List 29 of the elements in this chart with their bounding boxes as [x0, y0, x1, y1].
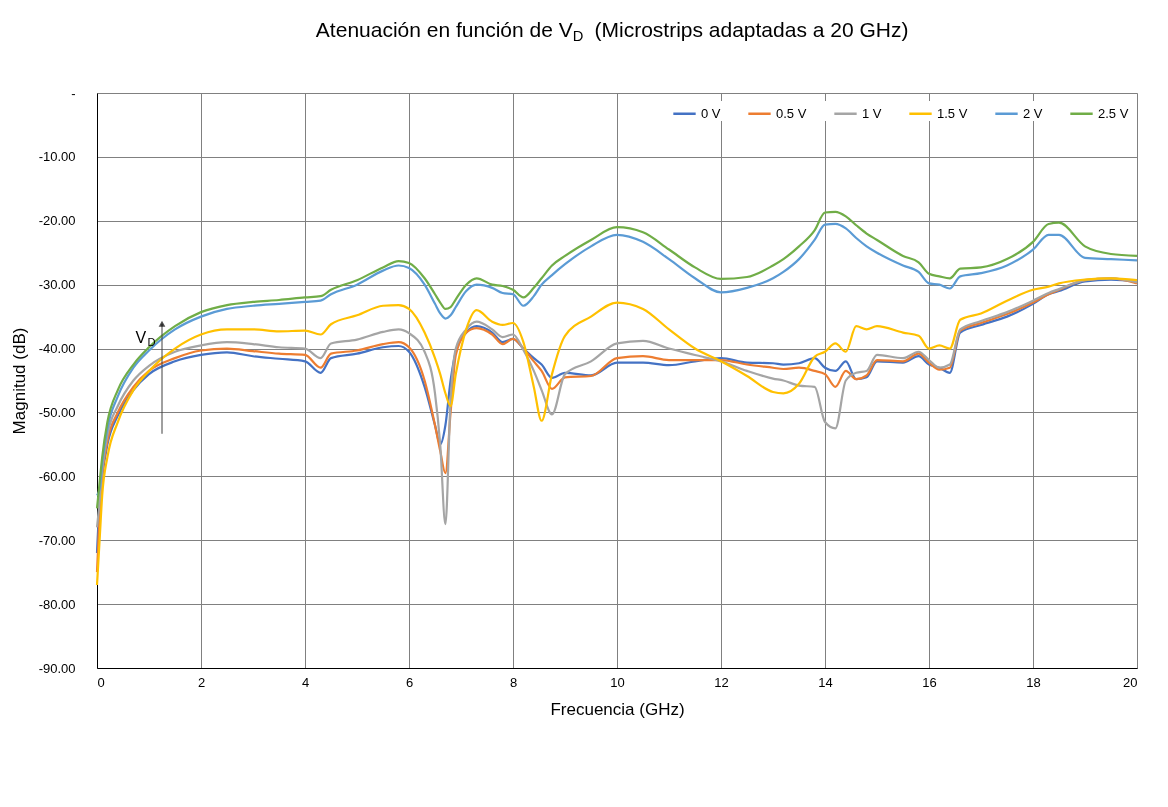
- y-tick-label: -50.00: [38, 404, 76, 420]
- legend-label: 1.5 V: [937, 105, 968, 121]
- x-tick-label: 2: [197, 674, 206, 690]
- x-tick-label: 8: [509, 674, 518, 690]
- x-tick-label: 4: [301, 674, 310, 690]
- x-tick-label: 16: [922, 674, 937, 690]
- legend-label: 0 V: [701, 105, 721, 121]
- y-axis-title: Magnitud (dB): [9, 327, 29, 435]
- x-tick-label: 18: [1026, 674, 1041, 690]
- x-tick-label: 14: [818, 674, 833, 690]
- y-tick-label: -30.00: [38, 277, 76, 293]
- y-tick-label: -40.00: [38, 341, 76, 357]
- legend-label: 1 V: [862, 105, 882, 121]
- y-tick-label: -90.00: [38, 660, 76, 676]
- x-tick-label: 20: [1123, 674, 1138, 690]
- y-tick-label: -: [71, 85, 76, 101]
- x-tick-label: 12: [714, 674, 729, 690]
- y-tick-label: -10.00: [38, 149, 76, 165]
- legend-label: 2.5 V: [1098, 105, 1129, 121]
- x-tick-label: 10: [610, 674, 625, 690]
- x-axis-title: Frecuencia (GHz): [550, 699, 685, 719]
- x-tick-label: 6: [405, 674, 414, 690]
- legend-label: 2 V: [1023, 105, 1043, 121]
- y-tick-label: -80.00: [38, 596, 76, 612]
- x-tick-label: 0: [97, 674, 105, 690]
- y-tick-label: -70.00: [38, 532, 76, 548]
- legend-label: 0.5 V: [776, 105, 807, 121]
- y-tick-label: -20.00: [38, 213, 76, 229]
- y-tick-label: -60.00: [38, 468, 76, 484]
